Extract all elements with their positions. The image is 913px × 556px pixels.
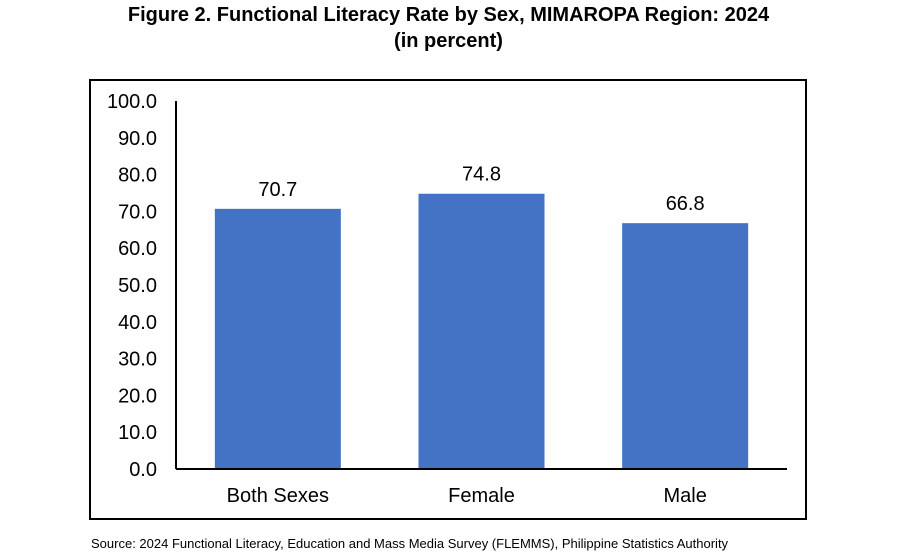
bar-value-label: 66.8	[666, 193, 705, 215]
y-tick-label: 80.0	[118, 165, 157, 187]
x-category-label: Male	[663, 485, 706, 507]
y-tick-label: 20.0	[118, 385, 157, 407]
y-tick-label: 100.0	[107, 91, 157, 113]
x-category-label: Both Sexes	[227, 485, 329, 507]
y-tick-label: 90.0	[118, 128, 157, 150]
source-note: Source: 2024 Functional Literacy, Educat…	[91, 536, 729, 551]
bar	[418, 193, 545, 469]
y-tick-label: 70.0	[118, 201, 157, 223]
bar-value-label: 74.8	[462, 164, 501, 186]
bar	[214, 208, 341, 469]
chart-title-line2: (in percent)	[394, 30, 503, 52]
chart-title: Figure 2. Functional Literacy Rate by Se…	[0, 2, 897, 54]
y-tick-label: 10.0	[118, 422, 157, 444]
y-tick-label: 60.0	[118, 238, 157, 260]
y-tick-label: 50.0	[118, 275, 157, 297]
y-tick-label: 40.0	[118, 312, 157, 334]
bar-value-label: 70.7	[258, 179, 297, 201]
x-category-label: Female	[448, 485, 515, 507]
bar	[622, 223, 749, 469]
y-tick-label: 0.0	[129, 459, 157, 481]
y-tick-label: 30.0	[118, 349, 157, 371]
chart-title-line1: Figure 2. Functional Literacy Rate by Se…	[127, 4, 770, 26]
